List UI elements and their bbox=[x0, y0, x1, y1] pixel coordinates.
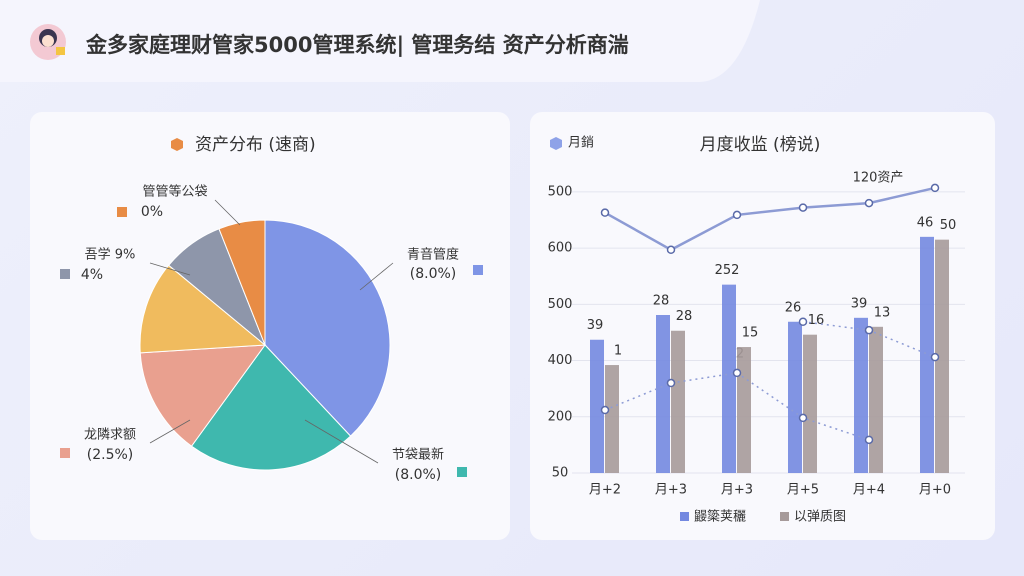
leader-line bbox=[214, 199, 241, 226]
bar bbox=[803, 334, 817, 473]
legend-swatch bbox=[680, 512, 689, 521]
top-legend-label: 月銷 bbox=[568, 135, 594, 151]
legend-swatch bbox=[457, 467, 467, 477]
title-icon bbox=[171, 138, 183, 151]
bar bbox=[935, 239, 949, 473]
leader-line bbox=[149, 262, 191, 276]
slice-percent: (2.5%) bbox=[87, 447, 134, 463]
line-series bbox=[604, 186, 936, 252]
y-tick-label: 200 bbox=[548, 409, 573, 424]
slice-percent: 4% bbox=[81, 267, 103, 283]
legend-swatch bbox=[60, 448, 70, 458]
bar-label: 39 bbox=[851, 296, 868, 311]
bar bbox=[656, 315, 670, 473]
legend-label: 鼹簗荚穲 bbox=[694, 510, 746, 525]
bar-label: 39 bbox=[587, 318, 604, 333]
bar bbox=[590, 339, 604, 473]
bar bbox=[671, 330, 685, 473]
slice-percent: (8.0%) bbox=[410, 266, 457, 282]
line-point bbox=[600, 208, 610, 217]
line-point bbox=[798, 203, 808, 212]
y-tick-label: 500 bbox=[548, 297, 573, 312]
bar bbox=[722, 284, 736, 473]
avatar-badge bbox=[56, 47, 65, 55]
page-title: 金多家庭理财管家5000管理系统| 管理务结 资产分析商湍 bbox=[85, 33, 629, 58]
line-point bbox=[666, 378, 676, 388]
avatar-face bbox=[42, 35, 54, 47]
x-tick-label: 月+5 bbox=[787, 483, 819, 498]
legend-swatch bbox=[60, 269, 70, 279]
slice-label: 吾学 9% bbox=[85, 247, 136, 263]
legend-swatch bbox=[473, 265, 483, 275]
legend-swatch bbox=[117, 207, 127, 217]
y-tick-label: 500 bbox=[548, 184, 573, 199]
bar-title: 月度收监 (榜说) bbox=[700, 135, 821, 155]
pie-slice bbox=[218, 219, 266, 346]
bar bbox=[737, 347, 751, 473]
line-point bbox=[600, 405, 610, 415]
slice-percent: 0% bbox=[141, 204, 163, 220]
bar-label: 46 bbox=[917, 215, 934, 230]
pie-slice bbox=[264, 219, 391, 437]
leader-line bbox=[149, 419, 191, 444]
line-point bbox=[930, 183, 940, 193]
line-point bbox=[798, 317, 808, 327]
line-point bbox=[864, 198, 874, 208]
y-tick-label: 50 bbox=[552, 466, 569, 481]
bar-label: 1 bbox=[614, 344, 622, 359]
line-point bbox=[666, 245, 676, 255]
bar-label: 28 bbox=[653, 294, 670, 309]
bar bbox=[920, 236, 934, 473]
x-tick-label: 月+4 bbox=[853, 483, 885, 498]
bar bbox=[788, 321, 802, 473]
bar-label: 28 bbox=[676, 309, 693, 324]
bar bbox=[854, 317, 868, 473]
bar-label: 50 bbox=[940, 218, 957, 233]
bar-label: 252 bbox=[715, 263, 740, 278]
legend-icon bbox=[550, 137, 562, 150]
leader-line bbox=[304, 419, 379, 464]
legend-label: 以弹质图 bbox=[794, 510, 846, 525]
bar-label: 26 bbox=[785, 300, 802, 315]
bar-label: 13 bbox=[874, 305, 891, 320]
bar bbox=[869, 326, 883, 473]
line-point bbox=[798, 413, 808, 423]
leader-line bbox=[359, 262, 394, 291]
x-tick-label: 月+3 bbox=[655, 483, 687, 498]
line-point bbox=[864, 325, 874, 335]
pie-slice bbox=[190, 344, 352, 471]
pie-slice bbox=[139, 264, 267, 354]
annotation: 120资产 bbox=[853, 171, 904, 186]
line-point bbox=[732, 210, 742, 220]
pie-title: 资产分布 (速商) bbox=[195, 135, 316, 155]
slice-percent: (8.0%) bbox=[395, 467, 442, 483]
line-point bbox=[864, 435, 874, 445]
y-tick-label: 600 bbox=[548, 241, 573, 256]
line-point bbox=[732, 368, 742, 378]
slice-label: 节袋最新 bbox=[392, 447, 444, 463]
slice-label: 管管等公袋 bbox=[142, 184, 207, 200]
header-band bbox=[0, 0, 760, 82]
bar bbox=[605, 365, 619, 473]
pie-slice bbox=[139, 344, 267, 447]
bar-label: 15 bbox=[742, 326, 759, 341]
y-tick-label: 400 bbox=[548, 353, 573, 368]
x-tick-label: 月+3 bbox=[721, 483, 753, 498]
slice-label: 青音管度 bbox=[407, 247, 459, 263]
legend-swatch bbox=[780, 512, 789, 521]
slice-label: 龙隣求额 bbox=[84, 427, 136, 443]
x-tick-label: 月+0 bbox=[919, 483, 951, 498]
line-point bbox=[930, 352, 940, 362]
bar-label: 16 bbox=[808, 313, 825, 328]
x-tick-label: 月+2 bbox=[589, 483, 621, 498]
